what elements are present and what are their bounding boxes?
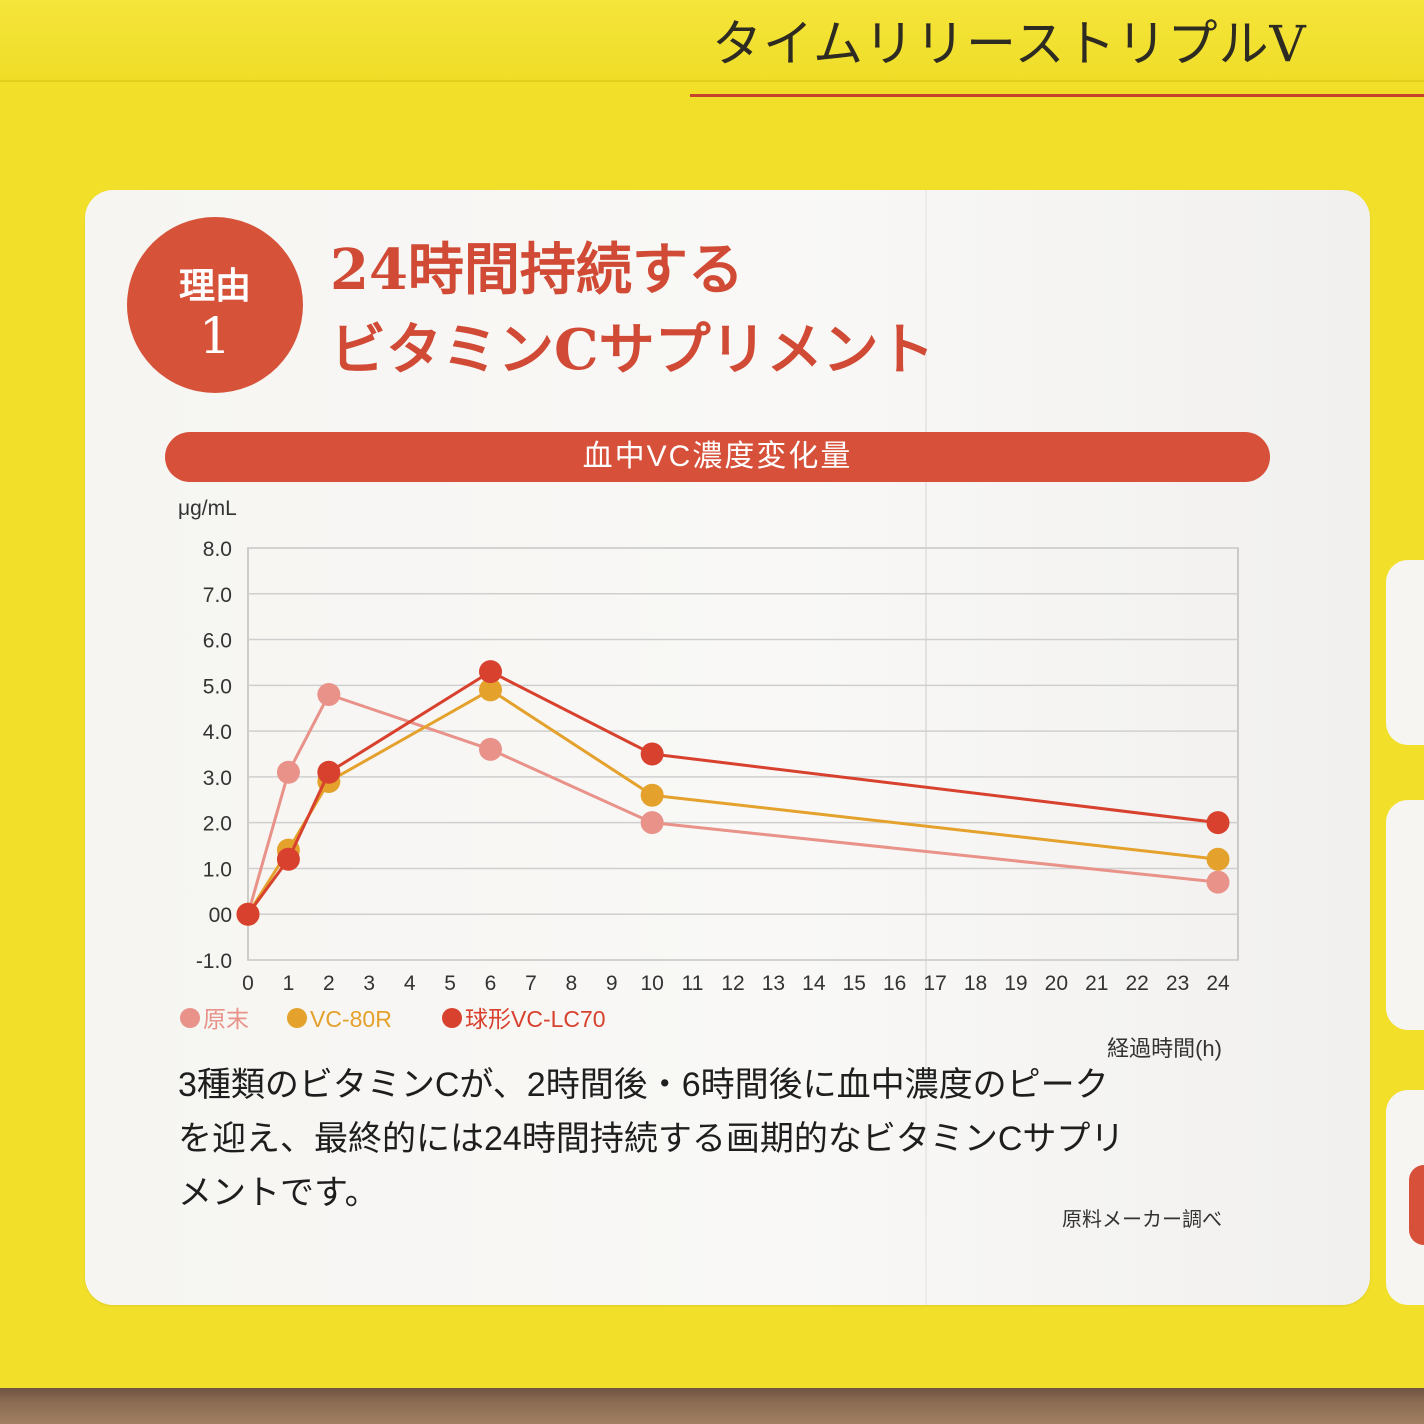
x-tick-label: 21: [1085, 972, 1108, 995]
y-tick-label: 5.0: [203, 675, 232, 698]
source-note: 原料メーカー調べ: [1062, 1209, 1222, 1231]
y-tick-label: 2.0: [203, 813, 232, 836]
x-tick-label: 10: [640, 972, 663, 995]
y-tick-label: 8.0: [203, 538, 232, 561]
data-point: [640, 811, 664, 835]
legend-marker: [287, 1008, 307, 1028]
banner-underline: [690, 94, 1424, 97]
x-tick-label: 1: [283, 972, 295, 995]
data-point: [1206, 847, 1230, 871]
data-point: [640, 783, 664, 807]
data-point: [479, 660, 502, 684]
x-tick-label: 17: [923, 972, 946, 995]
x-tick-label: 8: [565, 972, 577, 995]
heading-line-1: 24時間持続する: [330, 237, 744, 303]
x-tick-label: 22: [1125, 972, 1148, 995]
badge-label: 理由: [178, 265, 251, 307]
x-tick-label: 6: [485, 972, 497, 995]
x-axis-label: 経過時間(h): [1107, 1036, 1222, 1061]
reason-badge: 理由 1: [127, 217, 303, 393]
data-point: [276, 847, 300, 871]
legend-marker: [442, 1008, 462, 1028]
x-tick-label: 12: [721, 972, 744, 995]
y-tick-label: 1.0: [203, 858, 232, 881]
chart-title-bar: 血中VC濃度変化量: [165, 432, 1270, 482]
data-point: [479, 737, 502, 761]
adjacent-badge: [1409, 1165, 1424, 1245]
y-tick-label: 3.0: [203, 767, 232, 790]
x-tick-label: 7: [525, 972, 537, 995]
data-point: [640, 742, 664, 766]
reason-card: [85, 190, 1370, 1305]
heading-line-2: ビタミンCサプリメント: [330, 317, 935, 383]
x-tick-label: 3: [363, 972, 375, 995]
y-tick-label: 6.0: [203, 630, 232, 653]
top-paper-strip: [0, 0, 1424, 82]
x-tick-label: 15: [843, 972, 866, 995]
x-tick-label: 9: [606, 972, 618, 995]
x-tick-label: 4: [404, 972, 416, 995]
description-line: を迎え、最終的には24時間持続する画期的なビタミンCサプリ: [178, 1120, 1125, 1158]
x-tick-label: 18: [964, 972, 987, 995]
y-tick-label: 7.0: [203, 584, 232, 607]
x-tick-label: 13: [762, 972, 785, 995]
data-point: [276, 760, 300, 784]
description: 3種類のビタミンCが、2時間後・6時間後に血中濃度のピーク を迎え、最終的には2…: [178, 1058, 1124, 1220]
y-axis-unit-label: μg/mL: [178, 497, 237, 520]
x-tick-label: 19: [1004, 972, 1027, 995]
x-tick-label: 16: [883, 972, 906, 995]
wooden-table-edge: [0, 1388, 1424, 1424]
badge-number: 1: [199, 307, 231, 365]
data-point: [236, 902, 260, 926]
data-point: [479, 678, 502, 702]
y-tick-label: 00: [209, 904, 232, 927]
x-tick-label: 24: [1206, 972, 1230, 995]
legend-label: VC-80R: [310, 1006, 392, 1032]
description-line: メントです。: [178, 1174, 379, 1212]
data-point: [317, 760, 341, 784]
paper-crease: [925, 190, 927, 1305]
y-tick-label: 4.0: [203, 721, 232, 744]
x-tick-label: 2: [323, 972, 335, 995]
legend-label: 原末: [203, 1006, 249, 1032]
x-tick-label: 20: [1045, 972, 1068, 995]
product-banner-title: タイムリリーストリプルV: [712, 15, 1307, 73]
data-point: [1206, 811, 1230, 835]
adjacent-card: [1386, 800, 1424, 1030]
x-tick-label: 11: [682, 972, 704, 995]
x-tick-label: 14: [802, 972, 826, 995]
x-tick-label: 0: [242, 972, 254, 995]
x-tick-label: 23: [1166, 972, 1189, 995]
legend-label: 球形VC-LC70: [465, 1006, 606, 1032]
series-line-2: [246, 670, 1219, 916]
description-line: 3種類のビタミンCが、2時間後・6時間後に血中濃度のピーク: [178, 1066, 1109, 1104]
data-point: [1206, 870, 1230, 894]
adjacent-card: [1386, 560, 1424, 745]
series-line-1: [246, 688, 1219, 916]
legend-marker: [180, 1008, 200, 1028]
y-tick-label: -1.0: [196, 950, 232, 973]
x-tick-label: 5: [444, 972, 456, 995]
data-point: [317, 682, 341, 706]
plot-frame: [247, 547, 1239, 961]
